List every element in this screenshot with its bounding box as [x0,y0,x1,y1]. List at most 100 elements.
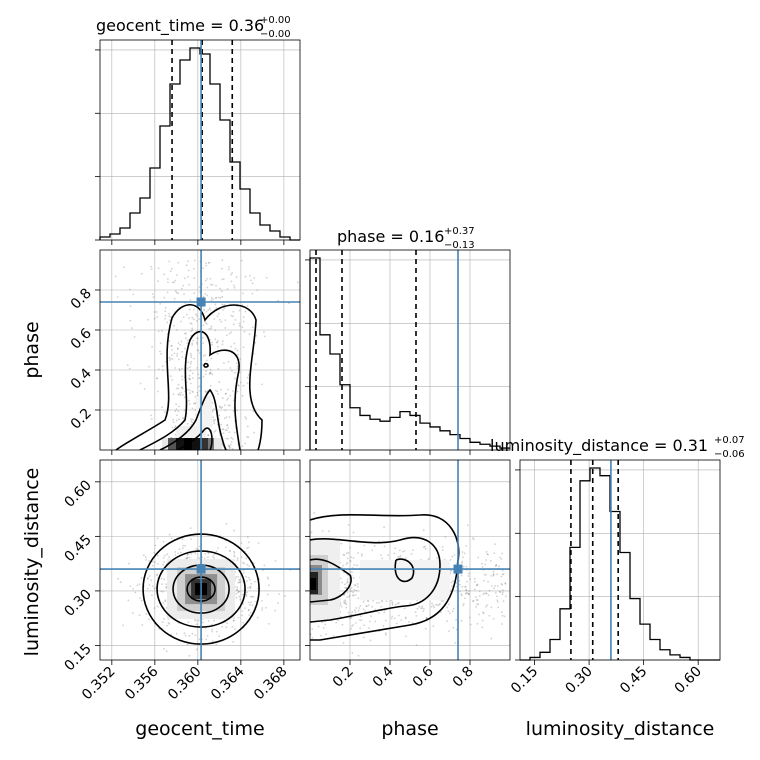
phase-distance-point-504 [397,602,400,604]
phase-distance-point-431 [501,591,504,594]
geo-phase-point-122 [228,444,230,447]
geo-distance-point-503 [232,619,235,622]
geo-distance-point-756 [246,536,249,539]
xlabel-luminosity-distance: luminosity_distance [526,718,715,740]
geo-phase-point-509 [217,296,220,299]
title-geocent-time-sup: +0.00 [260,15,291,26]
phase-distance-point-403 [343,554,346,556]
phase-distance-point-564 [362,636,365,639]
geo-phase-point-400 [254,363,257,365]
phase-distance-point-628 [394,603,397,606]
phase-distance-point-556 [466,580,468,583]
geo-phase-point-96 [238,322,241,325]
geo-distance-point-496 [250,611,252,614]
geo-phase-point-581 [209,372,211,375]
geo-phase-point-263 [185,332,187,335]
phase-distance-point-671 [349,559,351,562]
geo-phase-point-685 [214,338,217,340]
geo-phase-point-213 [164,411,166,414]
geo-distance-point-165 [246,563,249,566]
phase-distance-point-579 [385,634,387,636]
geo-distance-point-635 [254,580,256,583]
geo-phase-point-541 [159,342,162,345]
geo-distance-point-123 [161,621,164,623]
phase-distance-point-661 [363,624,365,627]
geo-distance-point-394 [138,614,141,617]
geo-distance-point-481 [182,547,184,549]
geo-phase-point-354 [198,377,201,380]
geo-distance-point-289 [156,574,158,577]
geo-distance-point-284 [241,614,244,617]
phase-distance-point-22 [487,580,489,583]
phase-distance-point-9 [344,602,347,605]
phase-distance-point-296 [440,600,443,602]
phase-distance-point-654 [351,571,353,573]
phase-distance-point-76 [350,587,353,589]
phase-distance-point-176 [344,586,347,589]
geo-phase-point-297 [288,302,290,305]
geo-phase-point-649 [177,348,179,350]
geo-phase-point-508 [251,282,254,285]
geo-distance-point-242 [267,577,270,580]
phase-distance-point-133 [408,621,410,623]
geo-phase-point-114 [172,281,174,284]
geo-phase-point-183 [219,287,221,290]
geo-phase-point-69 [174,279,177,282]
geo-phase-point-211 [178,369,181,372]
geo-phase-point-344 [217,340,219,342]
geo-phase-point-360 [186,422,189,425]
geo-distance-point-305 [238,590,241,593]
phase-distance-point-236 [403,550,406,552]
geo-phase-point-214 [173,281,175,284]
phase-distance-point-407 [460,594,463,597]
phase-distance-point-29 [499,591,502,594]
phase-distance-point-410 [478,613,480,616]
geo-phase-point-501 [197,373,200,376]
geo-phase-point-138 [180,391,182,394]
geo-distance-point-35 [238,578,241,581]
phase-distance-point-642 [483,592,486,594]
geo-phase-point-188 [192,339,195,342]
geo-phase-point-245 [166,278,169,280]
phase-distance-point-554 [492,570,495,573]
geo-phase-point-103 [227,427,230,429]
geo-distance-point-347 [142,554,145,557]
geo-phase-point-9 [163,296,166,299]
geo-distance-point-401 [236,557,239,560]
geo-distance-point-418 [148,560,151,562]
geo-phase-point-258 [139,382,142,385]
geo-phase-point-517 [202,295,205,298]
geo-distance-point-403 [261,607,264,609]
geo-phase-point-298 [174,290,177,293]
geo-distance-point-427 [229,550,232,552]
geo-phase-point-643 [196,394,199,397]
phase-distance-point-55 [410,553,413,555]
geo-distance-point-158 [119,581,122,584]
phase-distance-point-743 [397,555,400,558]
geo-phase-point-692 [174,426,176,429]
phase-distance-point-252 [383,611,386,614]
geo-phase-point-89 [175,387,178,390]
geo-phase-point-165 [234,319,237,321]
geo-distance-point-193 [128,562,130,565]
geo-distance-point-116 [260,600,263,602]
phase-distance-point-519 [493,587,495,589]
geo-phase-point-571 [249,275,251,277]
geo-phase-point-193 [193,308,196,311]
phase-distance-point-42 [485,592,488,595]
geo-phase-point-37 [164,314,167,317]
geo-distance-point-567 [152,564,154,567]
geo-phase-frame [99,249,301,451]
geo-phase-point-203 [218,414,221,417]
geo-phase-point-118 [194,402,197,405]
geo-phase-point-569 [196,337,199,339]
geo-phase-point-3 [188,308,191,311]
geo-phase-contour-0 [115,303,263,450]
phase-distance-point-108 [342,564,345,567]
title-luminosity-distance-sup: +0.07 [714,435,745,446]
geo-distance-point-670 [170,537,173,540]
geo-phase-point-591 [177,383,180,386]
geo-phase-point-61 [153,311,156,313]
geo-phase-point-461 [160,329,163,332]
geo-distance-point-479 [153,587,156,590]
